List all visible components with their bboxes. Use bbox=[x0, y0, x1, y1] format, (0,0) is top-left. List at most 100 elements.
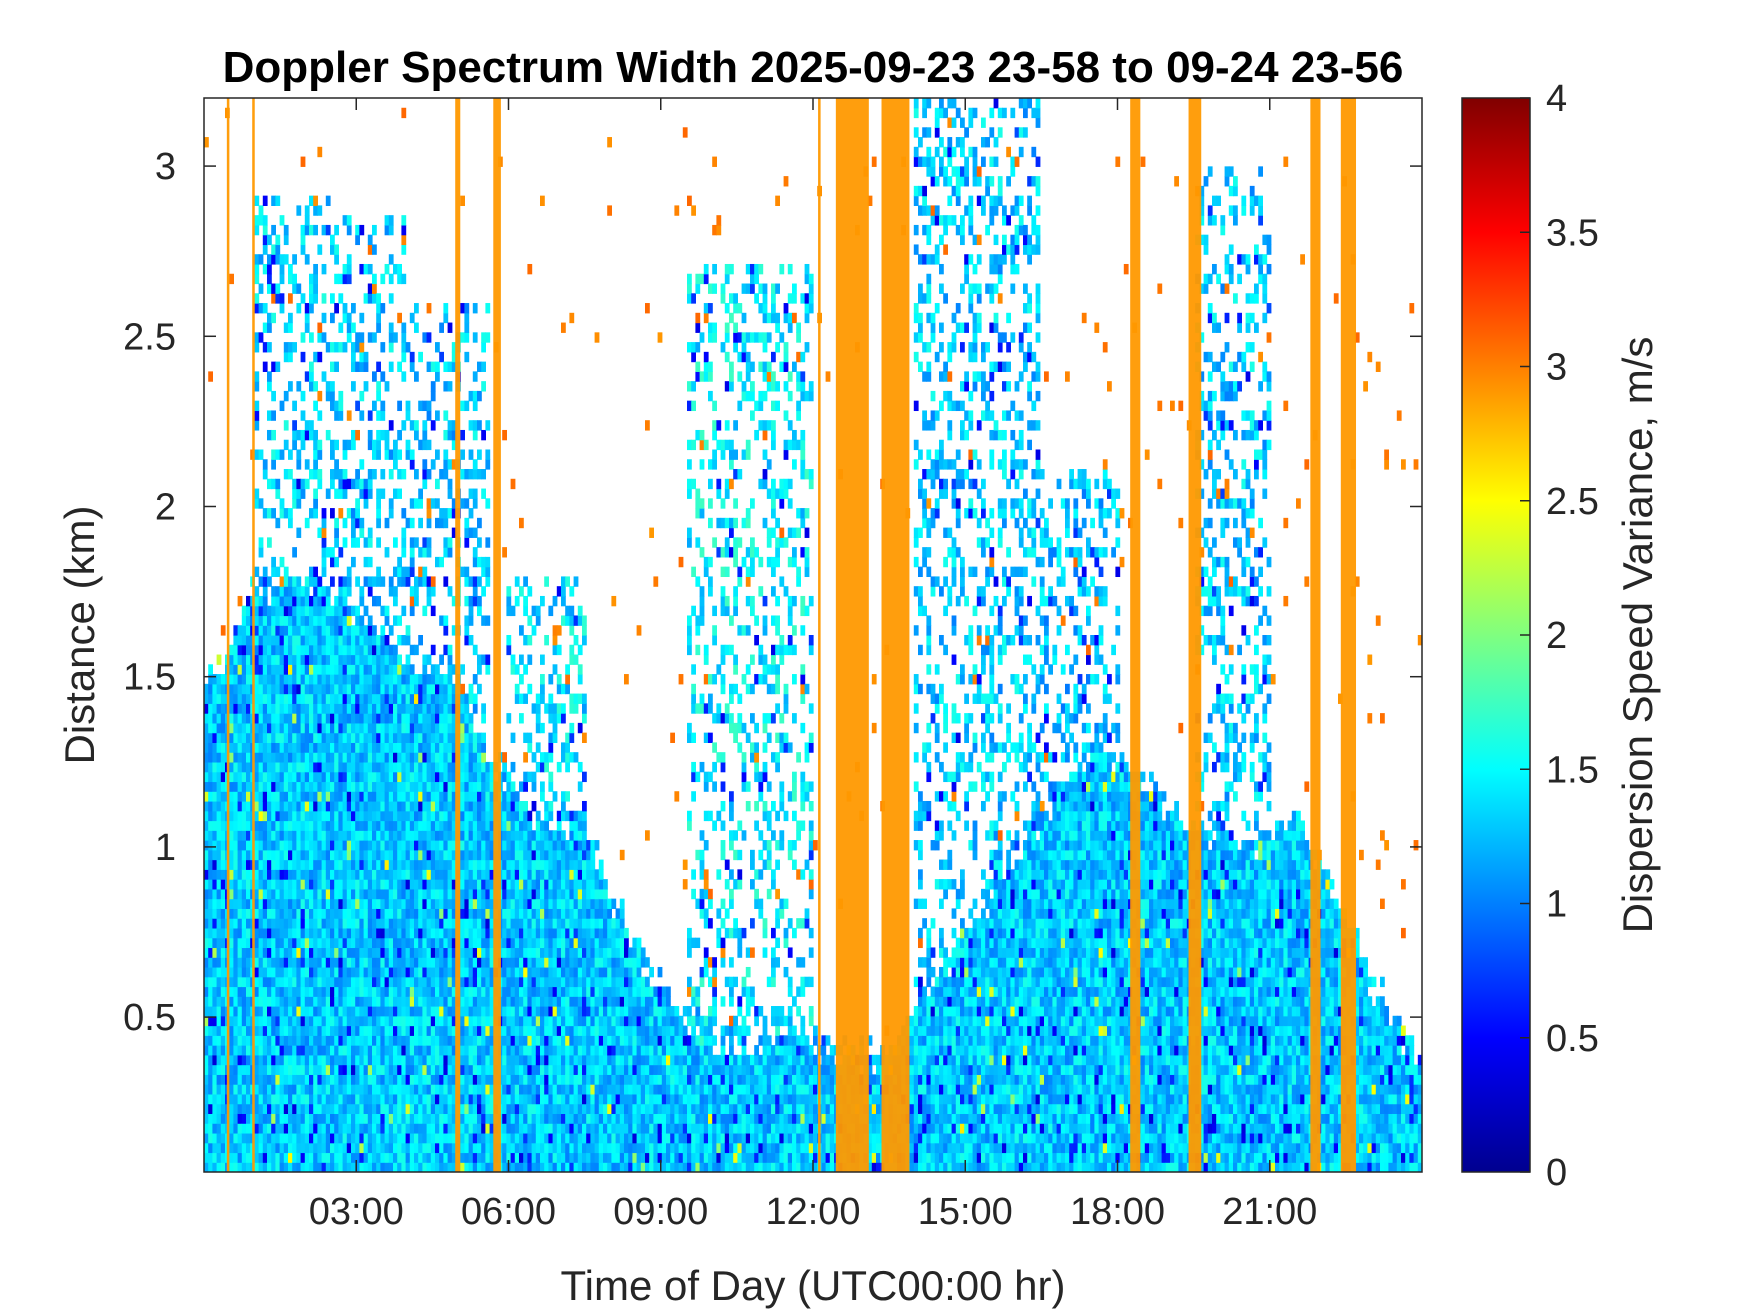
heatmap-cell-888 bbox=[267, 1113, 272, 1124]
heatmap-cell-1187 bbox=[283, 1074, 289, 1085]
heatmap-cell-4942 bbox=[527, 1015, 533, 1027]
heatmap-cell-4023 bbox=[451, 595, 457, 607]
heatmap-cell-1075 bbox=[275, 761, 281, 773]
heatmap-cell-1619 bbox=[309, 1132, 314, 1144]
heatmap-cell-3977 bbox=[451, 1103, 457, 1115]
heatmap-cell-2548 bbox=[359, 693, 365, 704]
heatmap-cell-246 bbox=[220, 781, 226, 792]
heatmap-cell-1567 bbox=[304, 918, 310, 929]
heatmap-cell-4661 bbox=[502, 1074, 507, 1085]
heatmap-cell-541 bbox=[246, 1142, 251, 1154]
heatmap-cell-4362 bbox=[477, 1064, 482, 1075]
heatmap-cell-2355 bbox=[346, 224, 352, 236]
heatmap-cell-3962 bbox=[447, 508, 453, 519]
heatmap-cell-1919 bbox=[325, 1152, 331, 1163]
heatmap-cell-1734 bbox=[313, 742, 318, 753]
heatmap-cell-3519 bbox=[418, 439, 423, 451]
heatmap-cell-2923 bbox=[380, 303, 386, 314]
heatmap-cell-3828 bbox=[439, 674, 444, 685]
heatmap-cell-4030 bbox=[451, 420, 457, 431]
heatmap-cell-2389 bbox=[351, 849, 356, 861]
heatmap-cell-4355 bbox=[477, 1132, 482, 1144]
heatmap-cell-1353 bbox=[292, 879, 297, 890]
heatmap-cell-1580 bbox=[304, 791, 310, 802]
heatmap-cell-829 bbox=[262, 957, 268, 968]
heatmap-cell-2486 bbox=[355, 576, 360, 587]
heatmap-cell-3150 bbox=[397, 937, 402, 949]
heatmap-cell-4269 bbox=[468, 732, 474, 743]
heatmap-cell-3071 bbox=[393, 1074, 398, 1085]
heatmap-cell-2039 bbox=[330, 644, 335, 656]
heatmap-cell-3010 bbox=[388, 976, 394, 988]
heatmap-cell-527 bbox=[241, 713, 247, 724]
heatmap-cell-4444 bbox=[481, 840, 486, 851]
heatmap-cell-1155 bbox=[279, 683, 285, 695]
heatmap-cell-3833 bbox=[439, 508, 444, 519]
heatmap-cell-3269 bbox=[405, 1142, 411, 1154]
heatmap-cell-23 bbox=[204, 937, 209, 949]
heatmap-cell-4353 bbox=[477, 1152, 482, 1163]
heatmap-cell-3051 bbox=[388, 449, 394, 460]
heatmap-cell-3713 bbox=[430, 420, 436, 431]
heatmap-cell-966 bbox=[271, 1074, 276, 1085]
heatmap-cell-2166 bbox=[338, 879, 344, 890]
heatmap-cell-1443 bbox=[296, 713, 302, 724]
heatmap-cell-3496 bbox=[418, 820, 423, 831]
heatmap-cell-3733 bbox=[435, 1006, 440, 1017]
heatmap-cell-1020 bbox=[271, 478, 276, 490]
heatmap-cell-4884 bbox=[523, 1113, 528, 1124]
heatmap-cell-1126 bbox=[279, 966, 285, 978]
heatmap-cell-4400 bbox=[477, 605, 482, 617]
heatmap-cell-458 bbox=[237, 830, 243, 841]
heatmap-cell-1464 bbox=[296, 429, 302, 441]
heatmap-cell-3826 bbox=[439, 693, 444, 704]
heatmap-cell-1738 bbox=[313, 703, 318, 714]
heatmap-cell-2731 bbox=[372, 1006, 377, 1017]
heatmap-cell-3771 bbox=[435, 498, 440, 509]
heatmap-cell-818 bbox=[262, 1064, 268, 1075]
heatmap-cell-705 bbox=[254, 713, 260, 724]
heatmap-cell-4723 bbox=[506, 898, 512, 909]
heatmap-cell-789 bbox=[258, 664, 264, 675]
heatmap-cell-4988 bbox=[531, 1015, 537, 1027]
heatmap-cell-3293 bbox=[405, 908, 411, 919]
heatmap-cell-4243 bbox=[468, 986, 474, 997]
heatmap-cell-3988 bbox=[451, 996, 457, 1007]
heatmap-cell-251 bbox=[220, 732, 226, 743]
heatmap-cell-4405 bbox=[477, 517, 482, 529]
heatmap-cell-211 bbox=[220, 1123, 226, 1134]
heatmap-cell-1816 bbox=[317, 722, 323, 734]
heatmap-cell-4803 bbox=[514, 1025, 520, 1036]
heatmap-cell-685 bbox=[254, 908, 260, 919]
heatmap-cell-179 bbox=[216, 927, 222, 939]
heatmap-cell-4681 bbox=[502, 879, 507, 890]
heatmap-cell-2617 bbox=[363, 732, 369, 743]
heatmap-cell-69 bbox=[208, 986, 213, 997]
heatmap-cell-396 bbox=[233, 888, 239, 900]
heatmap-cell-3570 bbox=[422, 693, 428, 704]
heatmap-cell-2827 bbox=[376, 742, 381, 753]
heatmap-cell-3165 bbox=[397, 791, 402, 802]
heatmap-cell-4911 bbox=[523, 849, 528, 861]
heatmap-cell-2237 bbox=[342, 898, 348, 909]
heatmap-cell-2722 bbox=[372, 1093, 377, 1105]
heatmap-cell-978 bbox=[271, 957, 276, 968]
heatmap-cell-1642 bbox=[309, 908, 314, 919]
heatmap-cell-4106 bbox=[460, 1093, 465, 1105]
heatmap-cell-2176 bbox=[338, 781, 344, 792]
heatmap-cell-2793 bbox=[376, 1074, 381, 1085]
heatmap-cell-229 bbox=[220, 947, 226, 958]
heatmap-cell-3722 bbox=[435, 1113, 440, 1124]
heatmap-cell-3096 bbox=[393, 830, 398, 841]
heatmap-cell-4993 bbox=[531, 966, 537, 978]
heatmap-cell-243 bbox=[220, 810, 226, 822]
heatmap-cell-2763 bbox=[372, 693, 377, 704]
heatmap-cell-3410 bbox=[414, 1045, 419, 1056]
heatmap-cell-3322 bbox=[405, 576, 411, 587]
heatmap-cell-331 bbox=[229, 986, 234, 997]
heatmap-cell-2370 bbox=[351, 1035, 356, 1046]
heatmap-cell-2069 bbox=[334, 1084, 339, 1095]
heatmap-cell-1185 bbox=[283, 1093, 289, 1105]
heatmap-cell-2222 bbox=[342, 1045, 348, 1056]
heatmap-cell-3473 bbox=[418, 1045, 423, 1056]
